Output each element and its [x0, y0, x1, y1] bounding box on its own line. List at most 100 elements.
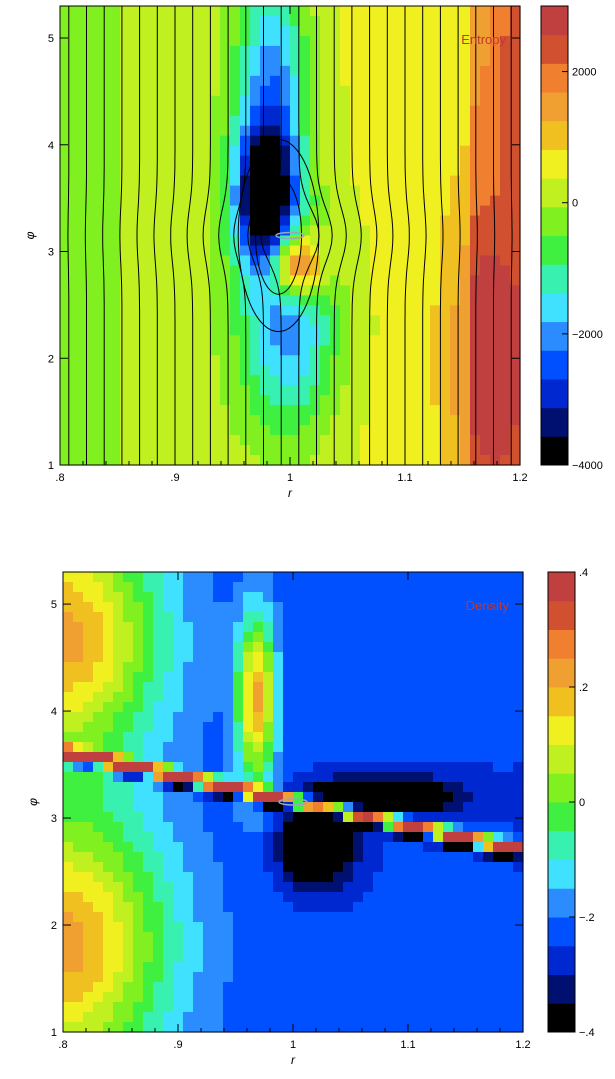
heatmap-cell: [63, 922, 74, 933]
heatmap-cell: [500, 275, 511, 286]
heatmap-cell: [100, 165, 111, 177]
heatmap-cell: [253, 692, 264, 703]
heatmap-cell: [453, 872, 464, 883]
heatmap-cell: [123, 922, 134, 933]
heatmap-cell: [163, 752, 174, 763]
heatmap-cell: [250, 375, 261, 386]
heatmap-cell: [93, 582, 104, 593]
heatmap-cell: [60, 165, 71, 177]
heatmap-cell: [180, 145, 191, 157]
heatmap-cell: [383, 782, 394, 793]
heatmap-cell: [133, 722, 144, 733]
heatmap-cell: [160, 165, 171, 177]
heatmap-cell: [420, 385, 431, 396]
heatmap-cell: [183, 822, 194, 833]
heatmap-cell: [460, 425, 471, 436]
heatmap-cell: [320, 45, 331, 57]
heatmap-cell: [280, 95, 291, 107]
heatmap-cell: [453, 822, 464, 833]
heatmap-cell: [153, 782, 164, 793]
heatmap-cell: [210, 345, 221, 356]
heatmap-cell: [250, 215, 261, 227]
heatmap-cell: [180, 115, 191, 127]
heatmap-cell: [410, 415, 421, 426]
heatmap-cell: [380, 435, 391, 446]
heatmap-cell: [510, 435, 521, 446]
heatmap-cell: [83, 662, 94, 673]
heatmap-cell: [250, 135, 261, 147]
heatmap-cell: [293, 972, 304, 983]
heatmap-cell: [403, 752, 414, 763]
heatmap-cell: [250, 45, 261, 57]
heatmap-cell: [440, 415, 451, 426]
heatmap-cell: [250, 385, 261, 396]
heatmap-cell: [290, 295, 301, 306]
heatmap-cell: [153, 662, 164, 673]
heatmap-cell: [330, 6, 341, 17]
heatmap-cell: [310, 225, 321, 237]
heatmap-cell: [60, 275, 71, 286]
heatmap-cell: [130, 365, 141, 376]
heatmap-cell: [313, 962, 324, 973]
heatmap-cell: [220, 105, 231, 117]
heatmap-cell: [283, 582, 294, 593]
heatmap-cell: [250, 55, 261, 67]
heatmap-cell: [420, 315, 431, 326]
heatmap-cell: [393, 862, 404, 873]
heatmap-cell: [420, 45, 431, 57]
heatmap-cell: [133, 582, 144, 593]
heatmap-cell: [460, 165, 471, 177]
heatmap-cell: [313, 592, 324, 603]
heatmap-cell: [163, 792, 174, 803]
heatmap-cell: [513, 702, 524, 713]
heatmap-cell: [123, 592, 134, 603]
heatmap-cell: [513, 802, 524, 813]
heatmap-cell: [90, 45, 101, 57]
heatmap-cell: [60, 305, 71, 316]
heatmap-cell: [460, 125, 471, 137]
heatmap-cell: [440, 25, 451, 37]
heatmap-cell: [270, 6, 281, 17]
heatmap-cell: [363, 872, 374, 883]
heatmap-cell: [313, 922, 324, 933]
heatmap-cell: [293, 822, 304, 833]
heatmap-cell: [230, 325, 241, 336]
heatmap-cell: [90, 215, 101, 227]
heatmap-cell: [463, 692, 474, 703]
heatmap-cell: [403, 882, 414, 893]
heatmap-cell: [213, 752, 224, 763]
chart-annotation: Density: [466, 598, 510, 613]
heatmap-cell: [410, 325, 421, 336]
heatmap-cell: [223, 572, 234, 583]
heatmap-cell: [373, 592, 384, 603]
heatmap-cell: [503, 842, 514, 853]
heatmap-cell: [223, 1002, 234, 1013]
heatmap-cell: [333, 882, 344, 893]
heatmap-cell: [90, 85, 101, 97]
heatmap-cell: [110, 155, 121, 167]
heatmap-cell: [80, 45, 91, 57]
heatmap-cell: [60, 195, 71, 207]
heatmap-cell: [200, 75, 211, 87]
heatmap-cell: [403, 852, 414, 863]
heatmap-cell: [390, 35, 401, 47]
heatmap-cell: [163, 932, 174, 943]
heatmap-cell: [230, 155, 241, 167]
heatmap-cell: [310, 85, 321, 97]
heatmap-cell: [133, 882, 144, 893]
heatmap-cell: [270, 285, 281, 296]
heatmap-cell: [353, 782, 364, 793]
heatmap-cell: [120, 15, 131, 27]
heatmap-cell: [460, 385, 471, 396]
heatmap-cell: [220, 435, 231, 446]
heatmap-cell: [233, 772, 244, 783]
heatmap-cell: [360, 135, 371, 147]
heatmap-cell: [110, 365, 121, 376]
heatmap-cell: [503, 632, 514, 643]
heatmap-cell: [253, 932, 264, 943]
heatmap-cell: [220, 285, 231, 296]
heatmap-cell: [270, 155, 281, 167]
heatmap-cell: [110, 215, 121, 227]
heatmap-cell: [503, 702, 514, 713]
heatmap-cell: [63, 782, 74, 793]
